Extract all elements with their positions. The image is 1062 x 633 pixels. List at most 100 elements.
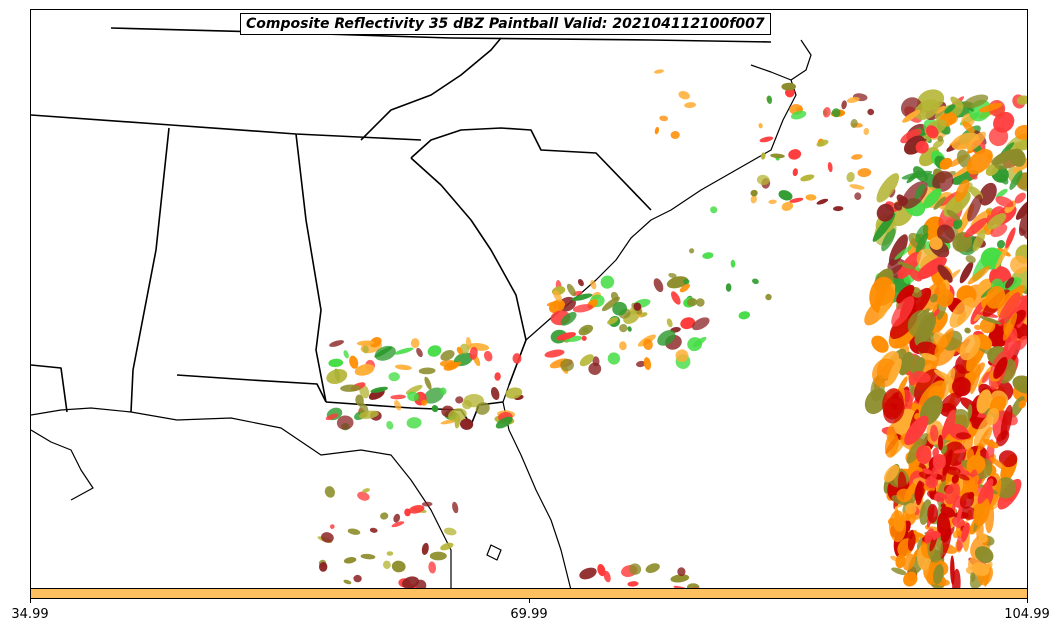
paintball-cell <box>354 364 375 376</box>
paintball-cell <box>945 409 956 435</box>
paintball-cell <box>687 297 698 307</box>
paintball-cell <box>1009 170 1023 190</box>
paintball-cell <box>423 387 445 404</box>
paintball-cell <box>986 209 992 216</box>
paintball-cell <box>929 293 938 303</box>
paintball-cell <box>325 413 339 421</box>
paintball-cell <box>929 424 939 442</box>
paintball-cell <box>424 376 432 390</box>
paintball-cell <box>692 317 710 331</box>
paintball-cell <box>891 567 907 576</box>
paintball-cell <box>544 349 565 358</box>
paintball-cell <box>318 562 328 572</box>
paintball-cell <box>903 571 918 587</box>
paintball-cell <box>758 123 763 129</box>
paintball-cell <box>1012 375 1027 394</box>
paintball-cell <box>619 323 628 333</box>
paintball-cell <box>393 513 401 523</box>
paintball-cell <box>427 345 442 357</box>
paintball-cell <box>952 218 963 230</box>
paintball-cell <box>888 234 908 266</box>
paintball-cell <box>579 354 594 367</box>
paintball-cell <box>1014 124 1027 140</box>
paintball-cell <box>360 553 376 560</box>
paintball-cell <box>673 585 693 588</box>
paintball-cell <box>600 275 615 289</box>
paintball-cell <box>336 415 354 430</box>
paintball-cell <box>756 174 770 186</box>
paintball-cell <box>687 583 700 588</box>
paintball-cell <box>929 237 943 250</box>
paintball-cell <box>668 272 677 279</box>
paintball-cell <box>940 191 960 206</box>
paintball-cell <box>759 136 774 143</box>
paintball-cell <box>955 432 972 440</box>
paintball-cell <box>388 372 400 382</box>
paintball-cell <box>571 293 593 301</box>
paintball-cell <box>490 387 500 400</box>
paintball-cell <box>936 224 955 244</box>
paintball-cell <box>578 324 594 336</box>
paintball-cell <box>895 554 906 569</box>
paintball-cell <box>999 174 1009 185</box>
paintball-cell <box>881 228 896 252</box>
paintball-cell <box>592 356 600 367</box>
paintball-cell <box>996 188 1008 198</box>
paintball-cell <box>991 149 1017 165</box>
paintball-cell <box>671 291 681 305</box>
paintball-cell <box>871 335 889 353</box>
paintball-cell <box>560 358 574 372</box>
ms-al-border <box>130 127 170 413</box>
paintball-cell <box>978 533 988 543</box>
paintball-cell <box>369 527 378 533</box>
paintball-cell <box>966 454 986 475</box>
paintball-cell <box>431 405 439 413</box>
paintball-cell <box>702 252 714 259</box>
paintball-cell <box>556 332 576 341</box>
paintball-cell <box>922 468 932 475</box>
paintball-cell <box>1015 138 1027 151</box>
paintball-cell <box>986 213 1007 230</box>
paintball-cell <box>932 171 954 192</box>
paintball-cell <box>440 350 455 361</box>
paintball-cell <box>846 96 860 103</box>
paintball-cell <box>730 259 736 268</box>
paintball-cell <box>607 317 619 325</box>
paintball-cell <box>380 512 389 520</box>
la-coast <box>31 429 94 501</box>
paintball-cell <box>343 557 357 564</box>
paintball-cell <box>888 510 907 543</box>
paintball-cell <box>588 362 602 376</box>
paintball-cell <box>566 283 576 297</box>
paintball-cell <box>964 327 971 334</box>
paintball-cell <box>965 255 976 264</box>
paintball-cell <box>590 280 597 290</box>
paintball-cell <box>850 119 858 128</box>
paintball-cell <box>751 278 759 285</box>
paintball-cell <box>951 474 959 484</box>
paintball-cell <box>937 135 944 142</box>
paintball-cell <box>945 466 961 476</box>
map-canvas <box>31 27 1027 588</box>
paintball-cell <box>653 278 664 293</box>
paintball-cell <box>386 421 394 430</box>
paintball-cell <box>963 94 989 109</box>
paintball-cell <box>995 196 1014 208</box>
paintball-cell <box>579 567 597 580</box>
paintball-cell <box>887 358 902 386</box>
paintball-cell <box>643 357 652 371</box>
paintball-cell <box>933 196 946 210</box>
paintball-cell <box>483 350 493 362</box>
paintball-cell <box>362 345 369 354</box>
paintball-cell <box>692 336 707 348</box>
paintball-cell <box>841 100 847 110</box>
paintball-cell <box>884 432 899 458</box>
paintball-cell <box>929 465 938 485</box>
paintball-cell <box>678 90 690 100</box>
paintball-cell <box>374 346 393 358</box>
paintball-cell <box>904 415 929 446</box>
paintball-cell <box>619 341 627 351</box>
paintball-cell <box>916 445 932 465</box>
paintball-cell <box>816 139 829 147</box>
paintball-cell <box>978 102 1003 113</box>
